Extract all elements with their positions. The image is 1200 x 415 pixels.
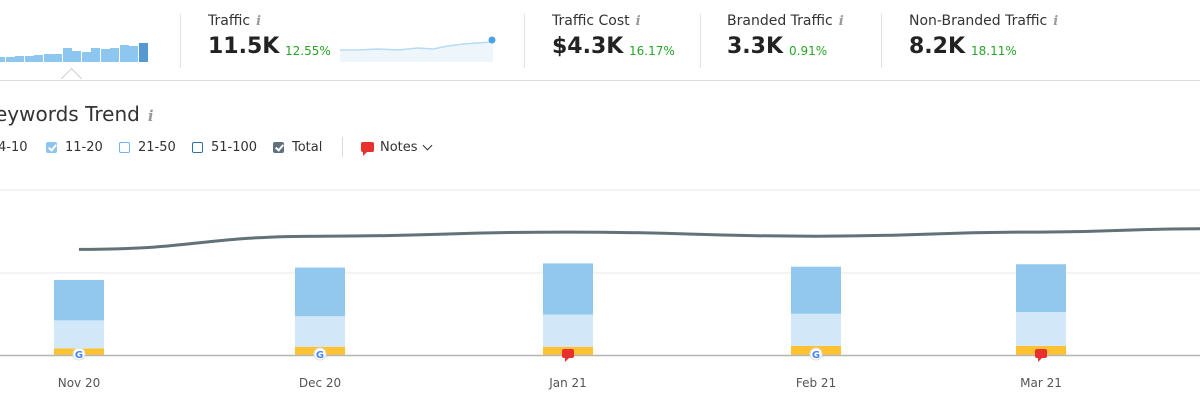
mini-bar	[138, 43, 148, 62]
mini-bar	[15, 56, 24, 62]
metric-value: 3.3K	[727, 34, 784, 59]
legend-label: 4-10	[0, 139, 28, 155]
chevron-down-icon	[422, 140, 432, 150]
divider	[881, 14, 882, 68]
x-tick-label: Nov 20	[58, 376, 101, 390]
metric-traffic[interactable]: Traffic i 11.5K 12.55%	[208, 0, 508, 80]
mini-bar	[53, 54, 62, 62]
info-icon[interactable]: i	[147, 107, 154, 125]
bar-segment-range_11_20[interactable]	[791, 266, 841, 314]
metric-value: 8.2K	[909, 34, 966, 59]
metric-value: $4.3K	[552, 34, 624, 59]
total-trend-line[interactable]	[78, 227, 1200, 251]
notes-label: Notes	[380, 139, 418, 155]
checkbox-unchecked-icon[interactable]	[119, 141, 130, 153]
info-icon[interactable]: i	[838, 14, 844, 29]
info-icon[interactable]: i	[256, 14, 262, 29]
bar-segment-range_11_20[interactable]	[1016, 264, 1066, 313]
info-icon[interactable]: i	[635, 14, 641, 29]
bar-segment-range_11_20[interactable]	[543, 263, 593, 315]
bar-segment-range_11_20[interactable]	[54, 279, 104, 321]
mini-bar	[110, 48, 119, 62]
mini-bar	[129, 46, 138, 62]
mini-bar	[43, 54, 53, 62]
legend-item-11-20[interactable]: 11-20	[46, 136, 103, 158]
mini-bar	[100, 49, 110, 62]
note-marker-icon[interactable]	[562, 349, 574, 362]
chart-legend: 4-10 11-20 21-50 51-100 Total Notes	[0, 136, 1200, 158]
metrics-divider	[0, 80, 1200, 81]
metric-change: 18.11%	[971, 44, 1017, 58]
legend-item-4-10[interactable]: 4-10	[0, 136, 28, 158]
metric-change: 12.55%	[285, 44, 331, 58]
mini-bar	[0, 57, 5, 62]
metric-label: Branded Traffic	[727, 13, 833, 29]
legend-label: Total	[292, 139, 323, 155]
selected-pointer	[60, 67, 83, 90]
svg-text:G: G	[316, 350, 324, 361]
metric-label: Non-Branded Traffic	[909, 13, 1048, 29]
mini-bar-chart[interactable]	[0, 36, 150, 62]
legend-divider	[342, 137, 343, 157]
info-icon[interactable]: i	[1053, 14, 1059, 29]
divider	[700, 14, 701, 68]
metrics-bar: Traffic i 11.5K 12.55% Traffic Cost i $4.3…	[0, 0, 1200, 90]
mini-bar	[34, 55, 43, 62]
legend-label: 21-50	[138, 139, 176, 155]
checkbox-checked-icon[interactable]	[273, 141, 284, 153]
metric-change: 0.91%	[789, 44, 828, 58]
mini-bar	[72, 51, 81, 62]
x-tick-label: Jan 21	[548, 376, 587, 390]
mini-bar	[91, 48, 100, 62]
mini-bar	[62, 48, 72, 62]
keywords-trend-chart: G G G Nov 20 Dec 20 Jan 21 Feb 21 Mar 21	[0, 189, 1200, 390]
legend-item-21-50[interactable]: 21-50	[119, 136, 176, 158]
legend-label: 51-100	[211, 139, 258, 155]
metric-label: Traffic	[208, 13, 251, 29]
mini-bar	[119, 45, 129, 62]
metric-traffic-cost[interactable]: Traffic Cost i $4.3K 16.17%	[552, 0, 702, 80]
section-title-text: eywords Trend	[0, 102, 140, 126]
mini-bar	[24, 56, 34, 62]
svg-text:G: G	[75, 350, 83, 361]
google-update-icon[interactable]: G	[809, 347, 823, 361]
note-marker-icon[interactable]	[1035, 349, 1047, 362]
legend-item-51-100[interactable]: 51-100	[192, 136, 257, 158]
x-tick-label: Mar 21	[1020, 376, 1062, 390]
metric-non-branded-traffic[interactable]: Non-Branded Traffic i 8.2K 18.11%	[909, 0, 1109, 80]
metric-branded-traffic[interactable]: Branded Traffic i 3.3K 0.91%	[727, 0, 877, 80]
bar-segment-range_4_10[interactable]	[295, 316, 345, 347]
svg-text:G: G	[812, 350, 820, 361]
bar-segment-range_4_10[interactable]	[54, 320, 104, 349]
notes-icon	[361, 142, 374, 156]
divider	[180, 14, 181, 68]
bar-segment-range_4_10[interactable]	[791, 313, 841, 346]
checkbox-checked-icon[interactable]	[46, 141, 57, 153]
mini-bar	[5, 57, 15, 62]
checkbox-unchecked-icon[interactable]	[192, 141, 203, 153]
google-update-icon[interactable]: G	[72, 347, 86, 361]
traffic-sparkline	[340, 36, 496, 62]
bar-segment-range_4_10[interactable]	[543, 314, 593, 347]
google-update-icon[interactable]: G	[313, 347, 327, 361]
legend-item-total[interactable]: Total	[273, 136, 322, 158]
metric-change: 16.17%	[629, 44, 675, 58]
x-tick-label: Dec 20	[299, 376, 341, 390]
notes-dropdown[interactable]: Notes	[361, 136, 432, 158]
bar-segment-range_11_20[interactable]	[295, 267, 345, 317]
mini-bar	[81, 52, 91, 62]
bar-segment-range_4_10[interactable]	[1016, 312, 1066, 346]
legend-label: 11-20	[65, 139, 103, 155]
metric-value: 11.5K	[208, 34, 280, 59]
divider	[524, 14, 525, 68]
section-title: eywords Trend i	[0, 102, 154, 126]
metric-label: Traffic Cost	[552, 13, 630, 29]
x-tick-label: Feb 21	[796, 376, 836, 390]
